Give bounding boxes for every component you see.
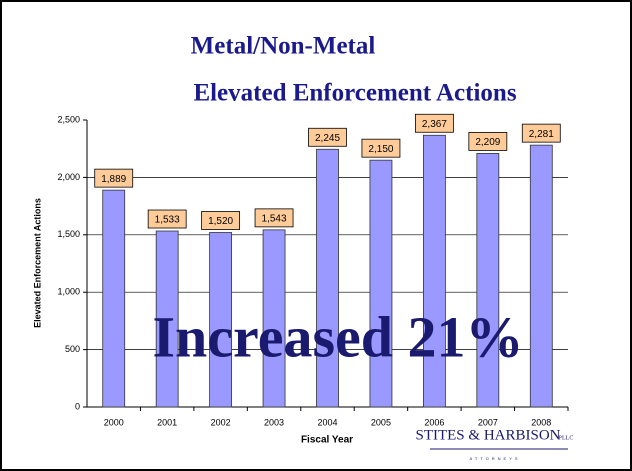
data-label-box	[308, 127, 347, 147]
bar	[529, 144, 553, 408]
y-tick-label: 2,500	[57, 114, 80, 124]
bar	[316, 148, 339, 408]
data-label: 2,281	[529, 129, 554, 140]
bar	[476, 153, 500, 408]
title-line-2: Elevated Enforcement Actions	[193, 80, 516, 107]
data-label-box	[201, 211, 241, 230]
x-tick-label: 2007	[478, 417, 498, 427]
data-label-box	[361, 138, 401, 158]
x-tick-label: 2004	[317, 417, 337, 427]
data-label: 1,889	[101, 174, 126, 185]
x-tick-label: 2002	[211, 417, 231, 427]
y-tick-label: 1,500	[57, 229, 80, 239]
y-tick-label: 2,000	[57, 172, 80, 182]
data-label-box	[147, 209, 187, 229]
y-tick-label: 0	[75, 401, 80, 411]
x-tick-label: 2008	[531, 417, 551, 427]
y-tick-label: 1,000	[57, 287, 80, 297]
x-axis-label: Fiscal Year	[301, 435, 353, 446]
y-axis-label: Elevated Enforcement Actions	[32, 198, 42, 328]
x-tick-label: 2005	[371, 417, 391, 427]
x-tick-label: 2003	[264, 417, 284, 427]
bar	[369, 159, 393, 408]
x-tick-label: 2000	[104, 417, 124, 427]
y-tick-label: 500	[65, 344, 80, 354]
bar	[209, 232, 233, 408]
logo-tagline: ATTORNEYS	[469, 456, 520, 461]
data-label-box	[94, 168, 134, 188]
x-tick-label: 2006	[424, 417, 444, 427]
logo-suffix: PLLC	[559, 435, 574, 441]
bar	[102, 189, 126, 408]
logo-name: STITES & HARBISON	[415, 427, 560, 443]
bar	[155, 230, 179, 408]
data-label-box	[521, 123, 561, 143]
data-label: 2,209	[475, 137, 500, 148]
bar	[262, 229, 286, 408]
data-label: 2,245	[315, 133, 340, 144]
data-label: 2,150	[368, 144, 393, 155]
bar	[422, 134, 446, 408]
title-line-1: Metal/Non-Metal	[191, 33, 376, 60]
data-label: 1,520	[208, 216, 233, 227]
logo: STITES & HARBISON PLLC ATTORNEYS	[415, 427, 573, 461]
data-label: 2,367	[422, 119, 447, 130]
annotation: Increased 21%	[152, 304, 523, 369]
plot: 0 500 1,000 1,500 2,000 2,500 2000 1,889 2001 1,5…	[57, 113, 569, 427]
data-label-box	[468, 132, 508, 151]
data-label: 1,533	[155, 215, 180, 226]
data-label: 1,543	[262, 214, 287, 225]
data-label-box	[254, 208, 294, 228]
x-tick-label: 2001	[157, 417, 177, 427]
data-label-box	[414, 113, 454, 133]
